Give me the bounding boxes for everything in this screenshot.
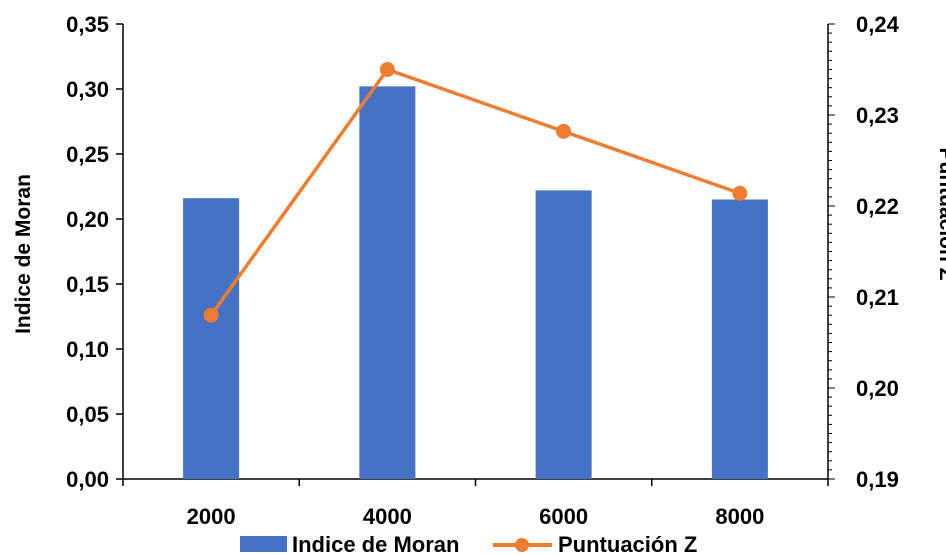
right-tick-label: 0,22 (856, 194, 899, 219)
right-axis-title: Puntuación Z (935, 148, 946, 281)
x-tick-label: 8000 (715, 504, 764, 529)
right-tick-label: 0,21 (856, 285, 899, 310)
left-tick-label: 0,00 (66, 467, 109, 492)
legend-label-bar: Indice de Moran (292, 532, 459, 555)
x-tick-label: 4000 (363, 504, 412, 529)
legend-swatch-bar (240, 536, 287, 552)
left-tick-label: 0,30 (66, 77, 109, 102)
right-tick-label: 0,20 (856, 376, 899, 401)
line-point-2000 (203, 307, 219, 323)
x-axis: 2000 4000 6000 8000 (122, 478, 829, 529)
right-tick-label: 0,23 (856, 103, 899, 128)
left-tick-label: 0,25 (66, 142, 109, 167)
right-tick-label: 0,24 (856, 12, 900, 37)
left-tick-label: 0,05 (66, 402, 109, 427)
right-tick-label: 0,19 (856, 467, 899, 492)
bar-6000 (535, 190, 592, 479)
bar-4000 (359, 86, 416, 480)
line-point-6000 (556, 123, 572, 139)
line-path (209, 67, 741, 317)
right-axis: 0,19 0,20 0,21 0,22 0,23 0,24 (827, 12, 900, 492)
left-tick-label: 0,35 (66, 12, 109, 37)
left-axis-title: Indice de Moran (12, 174, 35, 334)
line-series (203, 62, 748, 323)
legend-swatch-marker (515, 538, 529, 552)
bar-series (183, 86, 768, 480)
legend: Indice de Moran Puntuación Z (240, 532, 697, 555)
left-axis: 0,00 0,05 0,10 0,15 0,20 0,25 0,30 0,35 (66, 12, 124, 492)
bar-8000 (711, 199, 768, 479)
bar-2000 (183, 198, 240, 479)
line-point-8000 (732, 185, 748, 201)
legend-label-line: Puntuación Z (558, 532, 697, 555)
x-tick-label: 2000 (187, 504, 236, 529)
line-point-4000 (379, 62, 395, 77)
left-tick-label: 0,20 (66, 207, 109, 232)
x-tick-label: 6000 (539, 504, 588, 529)
left-tick-label: 0,10 (66, 337, 109, 362)
left-tick-label: 0,15 (66, 272, 109, 297)
